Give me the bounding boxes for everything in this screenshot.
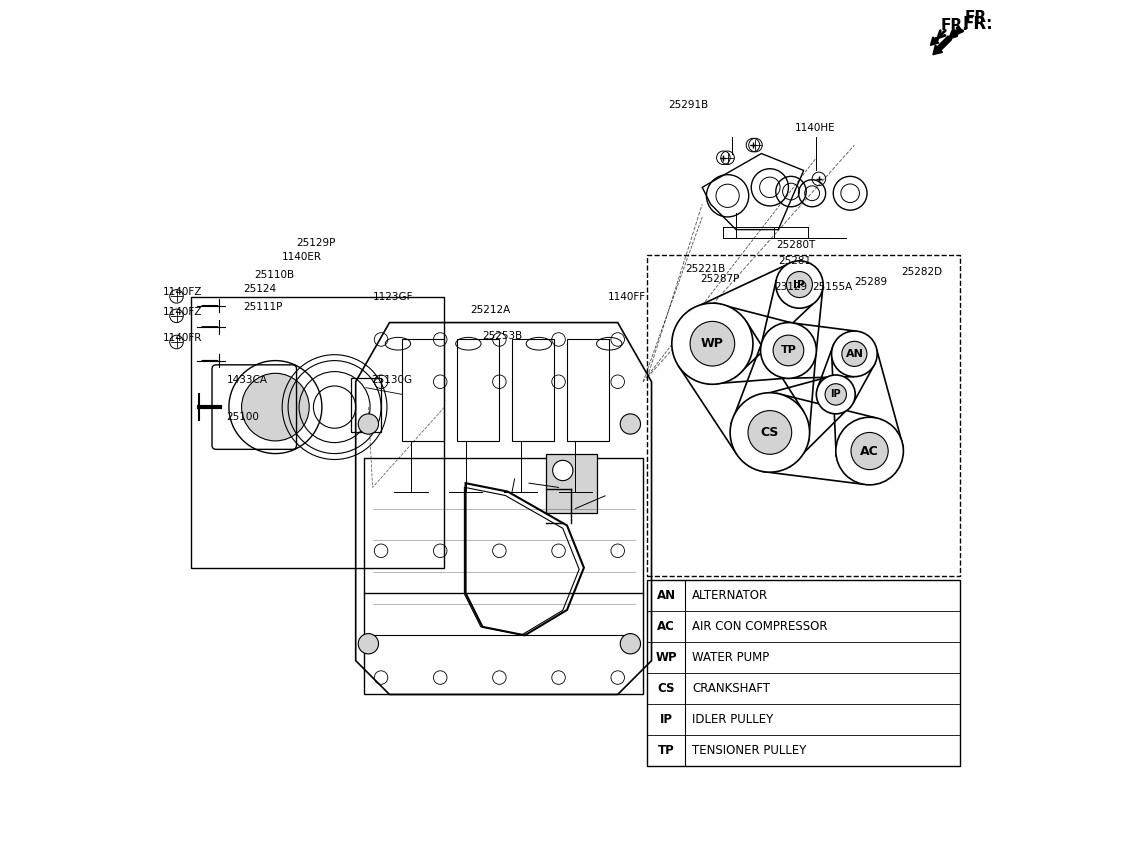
Circle shape (730, 393, 810, 472)
Text: 1123GF: 1123GF (373, 293, 413, 302)
Text: AC: AC (861, 444, 879, 458)
Text: 1433CA: 1433CA (227, 375, 268, 385)
Text: ALTERNATOR: ALTERNATOR (692, 589, 768, 602)
Bar (352, 377, 381, 432)
Text: 25129P: 25129P (296, 238, 336, 248)
Text: FR.: FR. (963, 15, 993, 33)
Circle shape (850, 432, 888, 470)
Text: 1140FZ: 1140FZ (163, 287, 202, 297)
Circle shape (620, 414, 641, 434)
Circle shape (620, 633, 641, 654)
Circle shape (836, 417, 904, 485)
Text: 25280T: 25280T (777, 240, 815, 250)
Bar (191, 297, 445, 567)
Circle shape (242, 373, 310, 441)
Text: AN: AN (657, 589, 676, 602)
Text: AN: AN (846, 349, 863, 359)
Text: 25111P: 25111P (244, 303, 282, 312)
Text: FR.: FR. (940, 18, 968, 32)
Bar (648, 580, 960, 767)
Text: IP: IP (830, 389, 841, 399)
Text: 1140FZ: 1140FZ (163, 307, 202, 316)
Text: CRANKSHAFT: CRANKSHAFT (692, 683, 770, 695)
Text: TP: TP (780, 345, 796, 355)
Text: WP: WP (701, 338, 723, 350)
Circle shape (358, 414, 379, 434)
FancyBboxPatch shape (545, 454, 596, 513)
Text: 25124: 25124 (244, 284, 277, 293)
Text: AC: AC (658, 621, 675, 633)
Circle shape (358, 633, 379, 654)
Circle shape (841, 341, 866, 366)
Circle shape (761, 322, 816, 378)
Circle shape (773, 335, 804, 365)
Text: CS: CS (761, 426, 779, 439)
Text: 25282D: 25282D (900, 267, 942, 276)
Text: 25100: 25100 (227, 412, 260, 422)
Circle shape (816, 375, 855, 414)
Text: 25291B: 25291B (668, 99, 709, 109)
FancyArrow shape (930, 37, 939, 45)
Text: 25110B: 25110B (254, 271, 295, 280)
Circle shape (552, 460, 573, 481)
Text: IP: IP (794, 280, 805, 289)
Text: 1140FF: 1140FF (608, 293, 645, 302)
Circle shape (748, 410, 792, 455)
Circle shape (671, 303, 753, 384)
Text: WP: WP (655, 651, 677, 664)
Text: 25155A: 25155A (812, 282, 853, 292)
Text: IP: IP (660, 713, 672, 727)
Text: 1140ER: 1140ER (282, 252, 322, 262)
Circle shape (826, 384, 846, 405)
Text: FR.: FR. (964, 10, 992, 25)
Circle shape (831, 331, 878, 377)
Circle shape (786, 271, 812, 298)
Text: 25253B: 25253B (482, 331, 523, 341)
Text: WATER PUMP: WATER PUMP (692, 651, 769, 664)
Text: CS: CS (658, 683, 675, 695)
Text: IDLER PULLEY: IDLER PULLEY (692, 713, 773, 727)
FancyArrow shape (933, 36, 951, 55)
Text: AIR CON COMPRESSOR: AIR CON COMPRESSOR (692, 621, 828, 633)
Bar (364, 458, 643, 695)
Text: 25221B: 25221B (685, 265, 726, 274)
Text: 23129: 23129 (775, 282, 807, 292)
Text: 25281: 25281 (778, 256, 812, 266)
Text: 1140FR: 1140FR (163, 332, 202, 343)
Text: 25289: 25289 (854, 277, 888, 287)
Text: 25287P: 25287P (701, 274, 739, 283)
Text: 25212A: 25212A (469, 305, 510, 315)
Circle shape (691, 321, 735, 366)
Circle shape (776, 261, 823, 308)
Text: 1140HE: 1140HE (795, 123, 836, 133)
Text: TENSIONER PULLEY: TENSIONER PULLEY (692, 745, 806, 757)
Text: 25130G: 25130G (371, 375, 412, 385)
Text: TP: TP (658, 745, 675, 757)
